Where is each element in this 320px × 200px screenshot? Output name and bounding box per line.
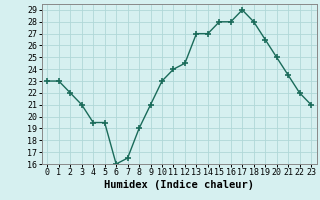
- X-axis label: Humidex (Indice chaleur): Humidex (Indice chaleur): [104, 180, 254, 190]
